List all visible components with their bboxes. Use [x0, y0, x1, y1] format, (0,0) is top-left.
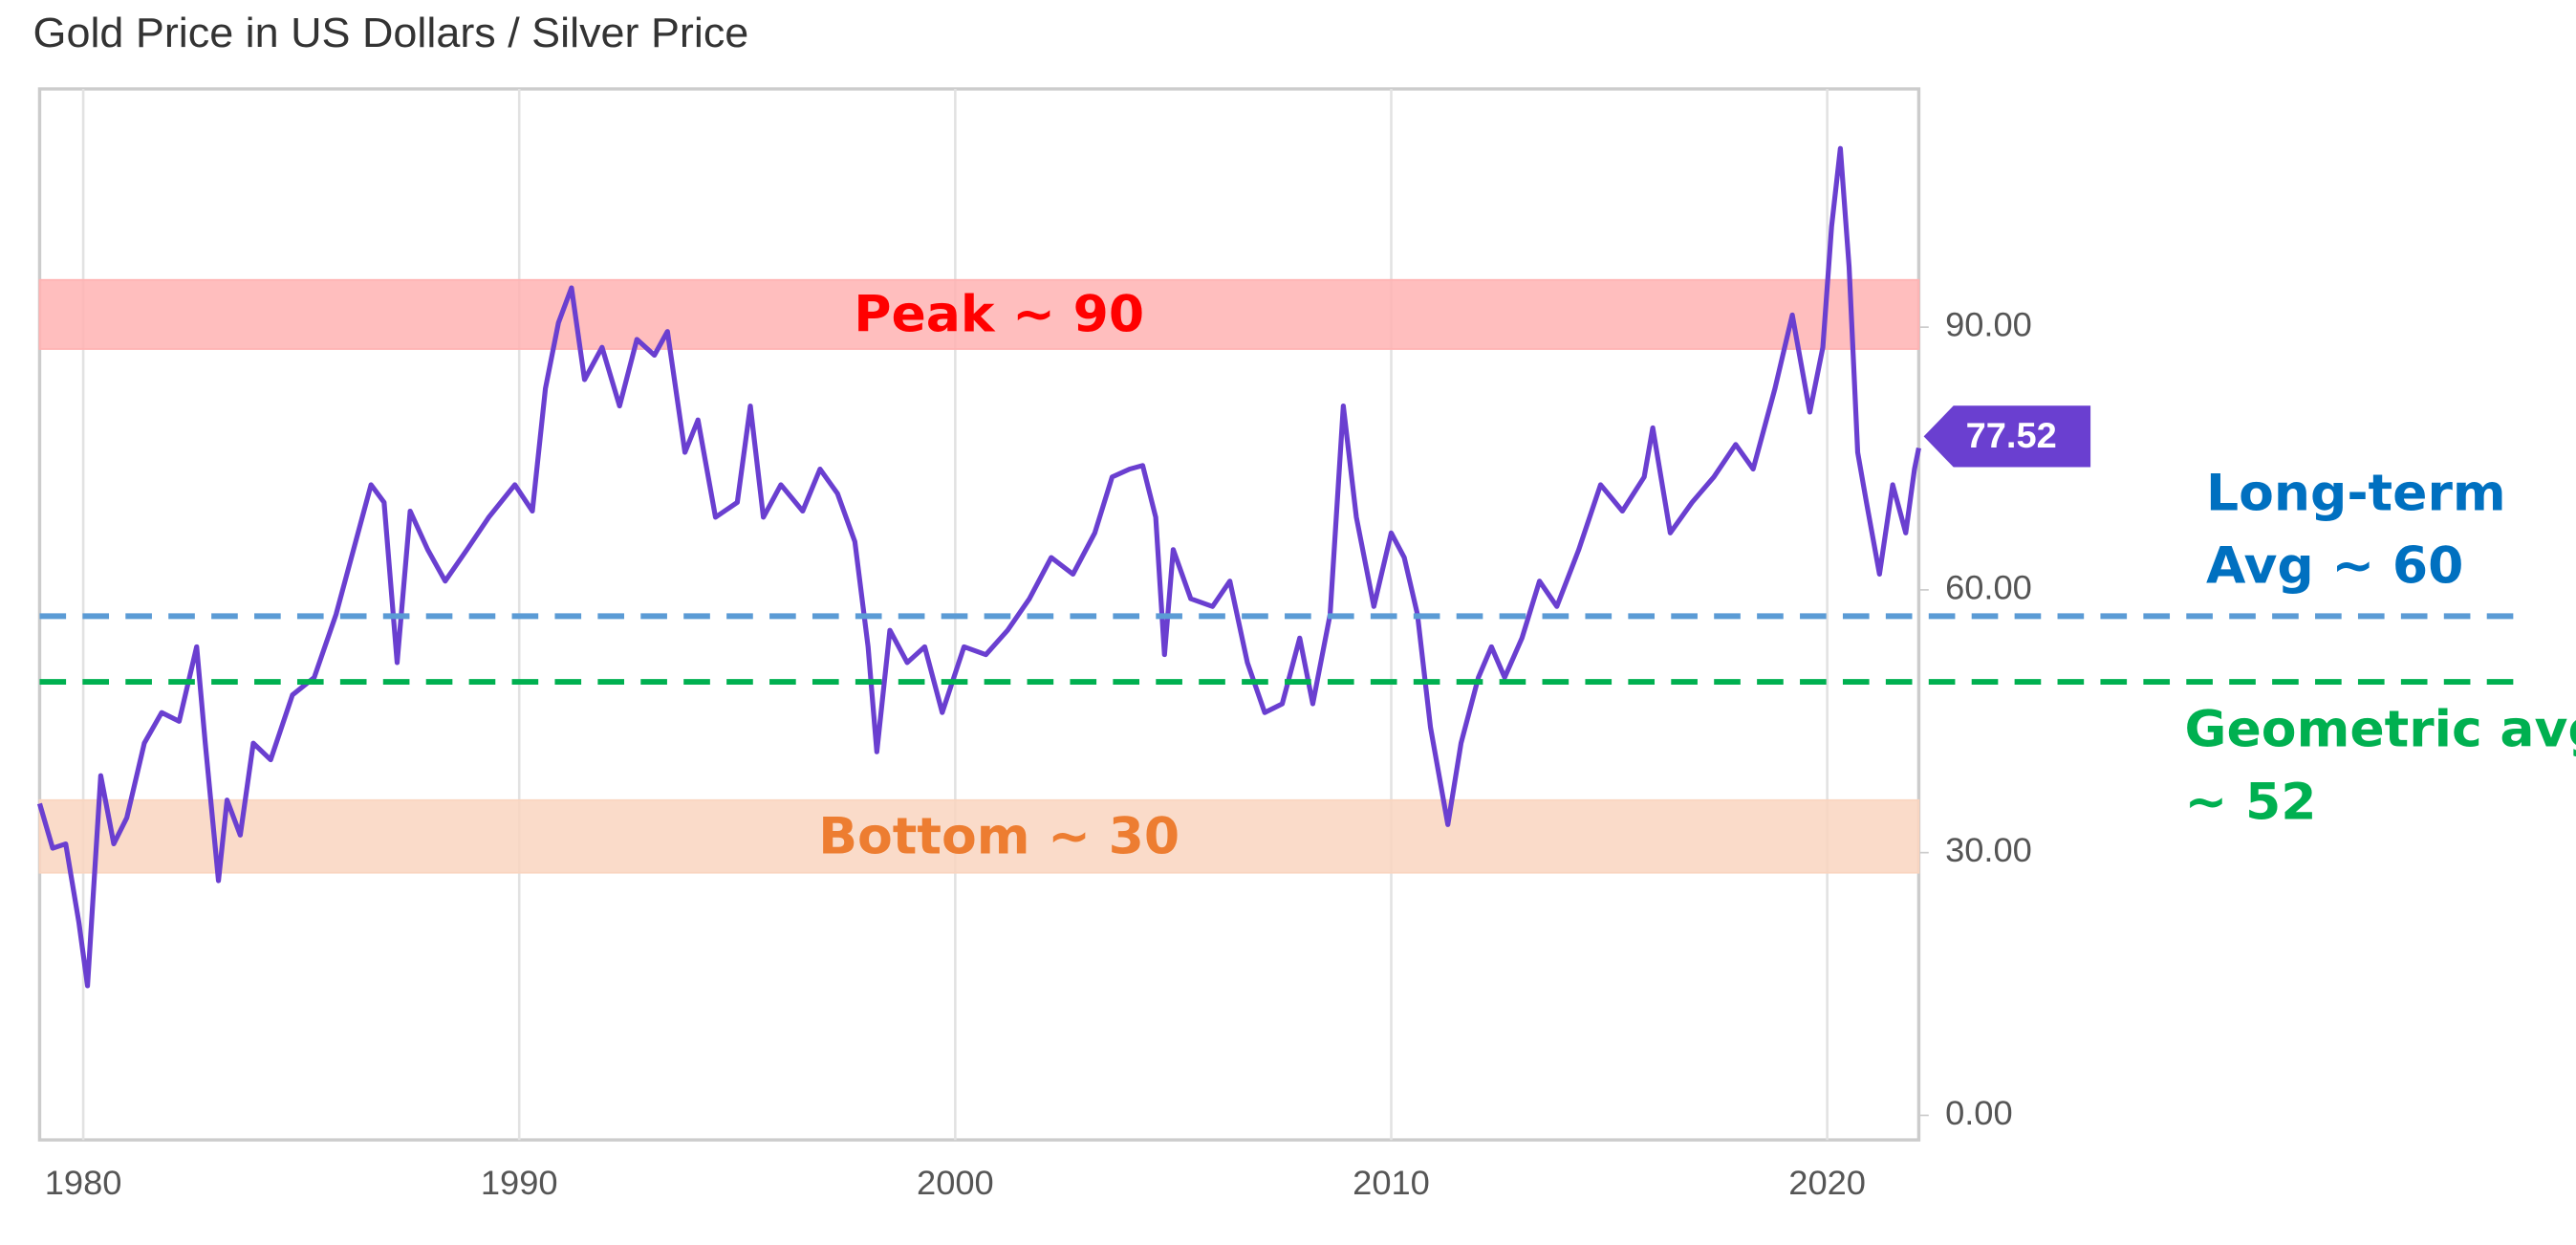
chart-title: Gold Price in US Dollars / Silver Price: [33, 10, 749, 55]
y-tick-label: 90.00: [1945, 306, 2032, 344]
series-line: [36, 145, 1921, 989]
y-tick-label: 0.00: [1945, 1094, 2013, 1132]
current-value-badge: [1923, 405, 2091, 468]
x-tick-label: 1990: [481, 1164, 558, 1202]
x-tick-label: 2000: [917, 1164, 994, 1202]
current-value-label: 77.52: [1966, 415, 2057, 455]
reference-label: Geometric avg: [2185, 701, 2576, 758]
reference-label: Avg ~ 60: [2206, 537, 2463, 595]
y-tick-label: 60.00: [1945, 569, 2032, 607]
band-label: Bottom ~ 30: [818, 808, 1180, 865]
x-tick-label: 1980: [45, 1164, 122, 1202]
x-tick-label: 2010: [1353, 1164, 1430, 1202]
band: [38, 278, 1920, 350]
y-tick-label: 30.00: [1945, 831, 2032, 869]
reference-label: ~ 52: [2185, 774, 2317, 831]
band-label: Peak ~ 90: [854, 286, 1144, 343]
reference-label: Long-term: [2206, 465, 2506, 522]
x-tick-label: 2020: [1788, 1164, 1866, 1202]
band: [38, 798, 1920, 874]
